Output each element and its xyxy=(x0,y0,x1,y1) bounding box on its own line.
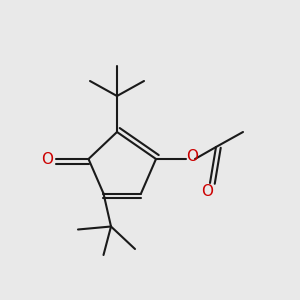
Text: O: O xyxy=(41,152,53,166)
Text: O: O xyxy=(187,149,199,164)
Text: O: O xyxy=(201,184,213,199)
